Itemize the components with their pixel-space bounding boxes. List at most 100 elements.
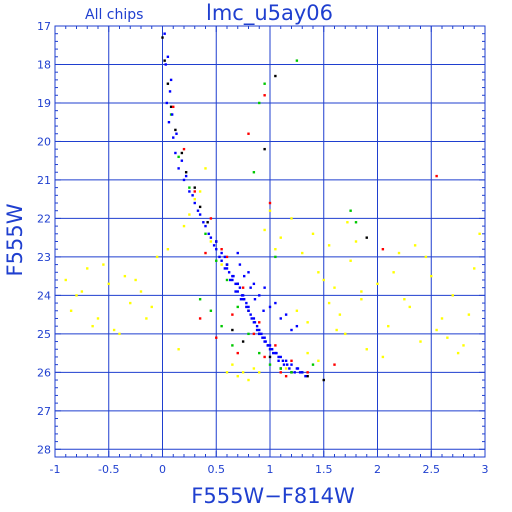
data-point <box>397 251 401 255</box>
data-point <box>193 197 196 201</box>
data-point <box>69 309 73 312</box>
data-point <box>232 274 235 278</box>
data-point <box>193 201 196 205</box>
x-tick-label: 2 <box>374 463 381 476</box>
data-point <box>250 317 253 320</box>
data-point <box>349 209 352 212</box>
data-point <box>451 294 454 297</box>
data-point <box>252 282 256 286</box>
data-point <box>231 328 234 332</box>
data-point <box>295 324 299 328</box>
data-point <box>198 317 202 320</box>
data-point <box>263 286 266 289</box>
y-tick-label: 27 <box>37 405 51 418</box>
data-point <box>281 359 285 362</box>
data-point <box>311 232 315 236</box>
y-tick-label: 23 <box>37 251 51 264</box>
data-point <box>263 228 266 232</box>
data-point <box>229 278 232 282</box>
data-point <box>258 332 261 336</box>
data-point <box>166 82 170 85</box>
data-point <box>274 255 277 259</box>
data-point <box>223 267 227 270</box>
data-point <box>220 247 223 251</box>
data-point <box>198 213 202 216</box>
data-point <box>354 221 358 224</box>
data-point <box>123 274 127 278</box>
data-point <box>231 344 234 347</box>
data-point <box>344 332 347 336</box>
data-point <box>268 209 272 212</box>
data-point <box>274 247 277 251</box>
data-point <box>249 313 252 316</box>
data-point <box>290 371 293 374</box>
data-point <box>338 313 342 316</box>
data-point <box>274 301 277 305</box>
x-tick-label: 1 <box>267 463 274 476</box>
x-tick-label: 1.5 <box>315 463 333 476</box>
data-point <box>335 328 338 332</box>
data-point <box>268 201 272 205</box>
data-point <box>263 82 266 85</box>
data-point <box>295 59 299 62</box>
grid <box>55 25 485 457</box>
data-point <box>169 78 173 82</box>
data-point <box>218 255 221 259</box>
data-point <box>478 232 481 236</box>
data-point <box>134 278 137 282</box>
data-point <box>241 340 245 343</box>
data-point <box>180 151 184 155</box>
data-point <box>274 74 277 78</box>
data-point <box>212 244 216 247</box>
data-point <box>247 132 250 135</box>
data-point <box>165 101 168 105</box>
y-tick-label: 25 <box>37 328 51 341</box>
data-point <box>234 290 237 293</box>
data-point <box>413 244 417 247</box>
x-tick-labels: -1 -0.5 0 0.5 1 1.5 2 2.5 3 <box>50 463 489 476</box>
data-point <box>236 282 239 286</box>
data-point <box>174 128 177 132</box>
data-point <box>91 324 94 328</box>
data-point <box>172 105 175 109</box>
data-point <box>279 371 282 374</box>
data-point <box>268 344 272 347</box>
data-point <box>175 132 178 135</box>
data-point <box>163 32 166 35</box>
data-point <box>376 282 379 286</box>
y-tick-label: 28 <box>37 443 51 456</box>
data-point <box>268 305 272 309</box>
data-point <box>236 351 239 355</box>
data-point <box>263 355 266 359</box>
data-point <box>204 167 207 170</box>
data-point <box>204 224 207 228</box>
data-point <box>75 294 78 297</box>
data-point <box>381 355 385 359</box>
data-point <box>177 167 180 170</box>
data-point <box>290 328 293 332</box>
data-point <box>64 278 67 282</box>
data-point <box>306 371 309 374</box>
data-point <box>107 282 110 286</box>
data-point <box>220 263 223 266</box>
data-point <box>202 221 205 224</box>
data-point <box>277 359 280 362</box>
x-tick-label: 0.5 <box>208 463 226 476</box>
data-point <box>150 305 153 309</box>
data-point <box>145 317 148 320</box>
data-point <box>215 240 218 243</box>
data-point <box>258 351 261 355</box>
data-point <box>255 328 259 332</box>
data-point <box>293 371 296 374</box>
data-point <box>349 259 352 262</box>
data-point <box>274 344 277 347</box>
data-point <box>236 290 239 293</box>
data-point <box>403 298 406 301</box>
data-point <box>284 374 288 378</box>
data-point <box>207 232 210 236</box>
data-point <box>182 178 186 182</box>
data-point <box>462 344 465 347</box>
data-point <box>168 90 172 93</box>
data-point <box>262 309 265 312</box>
data-point <box>245 301 248 305</box>
